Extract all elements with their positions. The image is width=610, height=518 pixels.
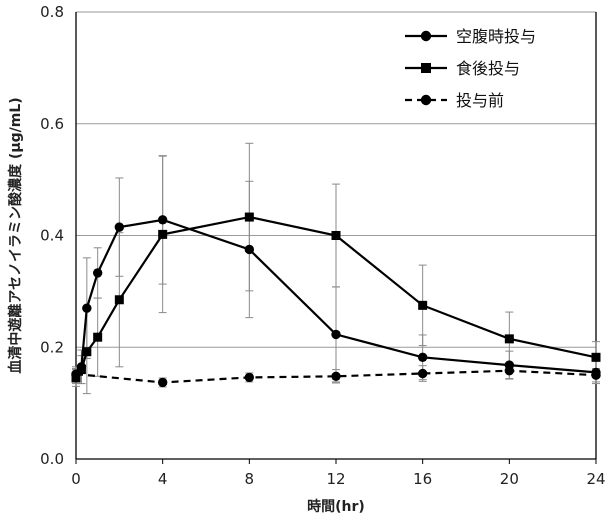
data-point xyxy=(244,244,255,255)
x-axis-title: 時間(hr) xyxy=(307,498,365,515)
y-tick-label: 0.0 xyxy=(40,450,64,468)
data-point xyxy=(71,369,81,379)
data-point xyxy=(114,295,124,305)
data-point xyxy=(591,370,601,380)
data-point xyxy=(418,300,428,310)
y-tick-label: 0.8 xyxy=(40,3,64,21)
y-axis-title: 血清中遊離アセノイラミン酸濃度 (μg/mL) xyxy=(7,97,24,373)
data-point xyxy=(331,231,341,240)
data-point xyxy=(157,377,168,388)
legend-label: 空腹時投与 xyxy=(456,27,536,46)
data-point xyxy=(504,334,514,344)
y-tick-label: 0.6 xyxy=(40,115,64,133)
x-tick-label: 8 xyxy=(245,470,255,488)
data-point xyxy=(331,329,341,340)
series-markers xyxy=(71,212,601,388)
data-point xyxy=(76,365,86,375)
y-tick-label: 0.4 xyxy=(40,227,64,245)
data-point xyxy=(82,347,92,357)
error-bars xyxy=(72,142,600,395)
legend-marker xyxy=(420,30,432,42)
data-point xyxy=(417,352,428,363)
legend-label: 投与前 xyxy=(456,91,504,110)
data-point xyxy=(92,268,103,278)
legend-item: 投与前 xyxy=(405,91,504,110)
data-point xyxy=(114,222,125,232)
data-point xyxy=(93,332,103,342)
data-point xyxy=(82,303,92,313)
data-point xyxy=(331,371,341,382)
x-tick-label: 12 xyxy=(326,470,345,488)
data-point xyxy=(417,368,428,379)
legend-marker xyxy=(420,94,432,106)
legend-label: 食後投与 xyxy=(456,59,520,78)
data-point xyxy=(504,366,515,376)
data-point xyxy=(244,212,254,222)
x-tick-label: 20 xyxy=(500,470,519,488)
y-tick-label: 0.2 xyxy=(40,338,64,356)
x-tick-label: 24 xyxy=(586,470,605,488)
data-point xyxy=(591,352,601,362)
x-tick-label: 0 xyxy=(71,470,81,488)
tick-labels: 0.0 0.2 0.4 0.6 0.8 0 4 8 12 16 20 24 xyxy=(40,3,605,488)
legend-marker xyxy=(421,63,431,73)
data-point xyxy=(244,372,255,383)
x-tick-label: 4 xyxy=(158,470,168,488)
x-tick-label: 16 xyxy=(413,470,432,488)
data-point xyxy=(158,229,168,239)
data-point xyxy=(157,215,168,225)
legend-item: 食後投与 xyxy=(405,59,520,78)
legend-item: 空腹時投与 xyxy=(405,27,536,46)
